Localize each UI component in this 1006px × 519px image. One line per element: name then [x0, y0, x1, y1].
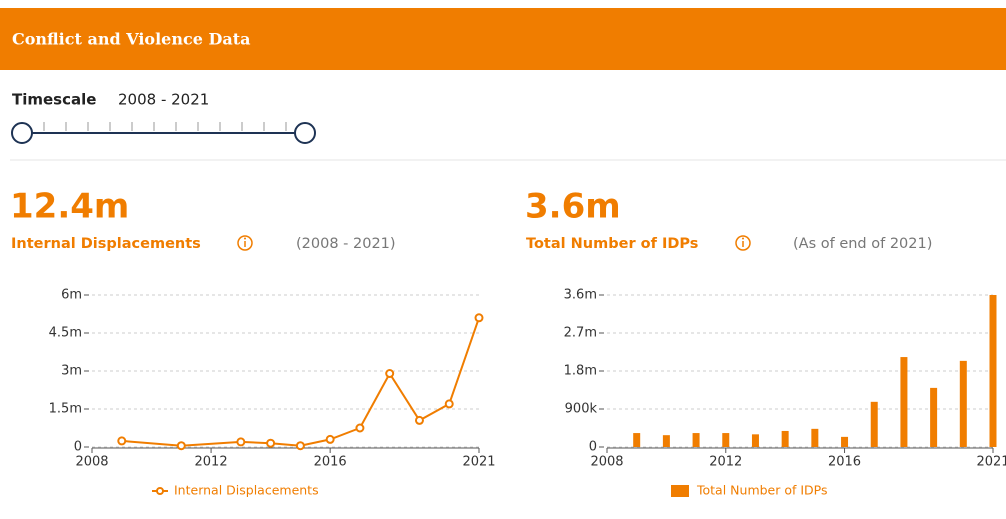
y-tick-label: 3.6m	[564, 288, 597, 303]
bar	[662, 435, 670, 447]
bar	[930, 387, 938, 447]
legend-label: Internal Displacements	[174, 483, 319, 498]
x-tick-label: 2016	[828, 455, 861, 470]
bar	[781, 430, 789, 447]
bar	[692, 433, 700, 447]
y-tick-label: 4.5m	[49, 326, 82, 341]
slider-handle[interactable]	[294, 122, 316, 144]
data-point	[444, 399, 454, 409]
header-bar	[0, 8, 1006, 70]
y-tick-label: 1.8m	[564, 364, 597, 379]
bar	[841, 436, 849, 447]
y-tick-label: 0	[74, 440, 82, 455]
info-icon-dot	[244, 237, 246, 240]
chart-subtitle: Internal Displacements	[11, 236, 201, 252]
x-tick-label: 2016	[314, 455, 347, 470]
bar	[989, 295, 997, 447]
y-tick-label: 2.7m	[564, 326, 597, 341]
legend-label: Total Number of IDPs	[696, 483, 828, 498]
y-tick-label: 900k	[565, 402, 598, 417]
legend-marker	[156, 487, 164, 495]
bar	[959, 360, 967, 447]
y-tick-label: 6m	[61, 288, 82, 303]
data-line	[121, 317, 480, 447]
headline-value: 3.6m	[525, 187, 621, 227]
timescale-label: Timescale	[12, 91, 96, 109]
slider-ticks	[43, 122, 287, 131]
y-tick-label: 0	[589, 440, 597, 455]
x-tick-label: 2008	[590, 455, 623, 470]
x-tick-label: 2012	[709, 455, 742, 470]
slider-handle[interactable]	[11, 122, 33, 144]
bar	[751, 434, 759, 447]
bar	[870, 401, 878, 447]
info-icon	[735, 235, 751, 251]
data-point	[414, 415, 424, 425]
data-point	[266, 438, 276, 448]
headline-value: 12.4m	[10, 187, 129, 227]
bar	[900, 357, 908, 447]
info-icon-dot	[742, 237, 744, 240]
bar	[722, 433, 730, 447]
chart-period: (2008 - 2021)	[296, 236, 396, 252]
legend-swatch	[671, 485, 689, 497]
header-title: Conflict and Violence Data	[12, 30, 250, 49]
data-point	[385, 369, 395, 379]
timescale-slider[interactable]	[11, 122, 316, 144]
x-tick-label: 2008	[75, 455, 108, 470]
x-tick-label: 2021	[462, 455, 495, 470]
data-point	[474, 313, 484, 323]
data-point	[295, 441, 305, 451]
data-point	[176, 441, 186, 451]
chart-subtitle: Total Number of IDPs	[526, 236, 698, 252]
bar	[811, 428, 819, 447]
x-tick-label: 2012	[195, 455, 228, 470]
x-tick-label: 2021	[976, 455, 1006, 470]
y-tick-label: 3m	[61, 364, 82, 379]
chart-period: (As of end of 2021)	[793, 236, 932, 252]
timescale-range: 2008 - 2021	[118, 91, 209, 109]
data-point	[236, 437, 246, 447]
data-point	[117, 436, 127, 446]
bar	[633, 433, 641, 447]
data-point	[325, 434, 335, 444]
y-tick-label: 1.5m	[49, 402, 82, 417]
info-icon	[237, 235, 253, 251]
data-point	[355, 423, 365, 433]
